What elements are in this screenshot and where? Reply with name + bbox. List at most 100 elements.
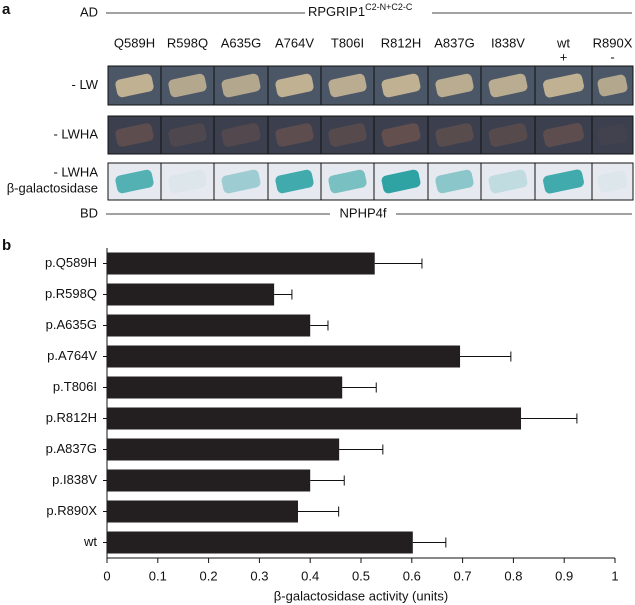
column-sublabel: + [560,49,568,64]
yeast-streak [115,169,154,194]
error-bar [274,289,293,300]
error-bar [374,258,423,269]
x-tick-label: 0 [103,568,110,583]
yeast-streak [168,73,207,98]
yeast-streak [328,169,367,194]
error-bar [460,351,512,362]
plate-cell [160,115,215,155]
prey-name: RPGRIP1C2-N+C2-C [308,2,413,19]
x-axis-label: β-galactosidase activity (units) [274,588,448,603]
yeast-streak [381,123,421,147]
x-tick-label: 0.2 [200,568,218,583]
column-label: Q589H [114,35,155,50]
yeast-streak [543,73,584,98]
row-label: - LW [72,77,99,92]
yeast-streak [488,73,528,98]
yeast-streak [543,169,584,194]
bar [107,376,343,399]
yeast-streak [328,73,367,98]
yeast-streak [275,169,314,194]
bar [107,438,340,461]
x-tick-label: 0.6 [403,568,421,583]
column-label: T806I [331,35,364,50]
yeast-streak [435,169,474,194]
yeast-streak [597,170,628,193]
plate-cell [427,115,482,155]
column-sublabel: - [610,49,614,64]
bait: NPHP4f [340,205,387,220]
column-label: A635G [221,35,261,50]
bd-label: BD [80,205,98,220]
yeast-streak [221,123,261,147]
y-tick-label: p.R812H [46,410,97,425]
x-tick-label: 1 [611,568,618,583]
column-label: I838V [491,35,525,50]
yeast-streak [597,74,628,97]
panel-label: b [2,237,11,254]
x-tick-label: 0.1 [149,568,167,583]
bar [107,407,522,430]
yeast-streak [488,169,528,194]
plate-cell [213,162,269,201]
x-tick-label: 0.3 [250,568,268,583]
yeast-streak [435,73,474,98]
error-bar [342,382,377,393]
column-label: A764V [275,35,314,50]
column-label: R890X [593,35,633,50]
x-tick-label: 0.5 [352,568,370,583]
row-sublabel: β-galactosidase [7,180,98,195]
bar [107,345,461,368]
column-label: R812H [381,35,421,50]
y-tick-label: p.A635G [46,317,97,332]
yeast-streak [435,123,474,147]
x-tick-label: 0.8 [504,568,522,583]
y-tick-label: p.A764V [47,348,97,363]
error-bar [310,320,329,331]
y-tick-label: p.R890X [46,503,97,518]
yeast-streak [115,73,154,98]
y-tick-label: p.R598Q [45,286,97,301]
x-tick-label: 0.9 [555,568,573,583]
y-tick-label: p.I838V [52,472,97,487]
error-bar [521,413,578,424]
y-tick-label: wt [83,534,97,549]
error-bar [298,506,340,517]
yeast-streak [597,124,628,146]
yeast-streak [221,73,261,98]
panel-label: a [2,1,11,18]
error-bar [339,444,384,455]
yeast-streak [221,169,261,194]
column-label: A837G [434,35,474,50]
yeast-streak [275,123,314,147]
yeast-streak [381,169,421,194]
plate-cell [213,115,269,155]
error-bar [412,537,447,548]
row-label: - LWHA [53,164,98,179]
bar [107,252,375,275]
error-bar [310,475,345,486]
x-tick-label: 0.7 [454,568,472,583]
yeast-streak [168,169,207,194]
bar [107,283,275,306]
row-label: - LWHA [53,126,98,141]
yeast-streak [488,123,528,147]
plate-cell [320,115,375,155]
bar [107,469,311,492]
ad-label: AD [80,4,98,19]
bar [107,531,413,554]
plate-cell [591,162,634,201]
column-label: R598Q [167,35,208,50]
yeast-streak [168,123,207,147]
yeast-streak [543,122,584,148]
y-tick-label: p.A837G [46,441,97,456]
bar [107,314,311,337]
y-tick-label: p.T806I [53,379,97,394]
plate-cell [160,162,215,201]
yeast-streak [115,123,154,147]
yeast-streak [275,73,314,98]
column-label: wt [556,35,570,50]
y-tick-label: p.Q589H [45,255,97,270]
yeast-streak [381,73,421,98]
plate-cell [591,115,634,155]
